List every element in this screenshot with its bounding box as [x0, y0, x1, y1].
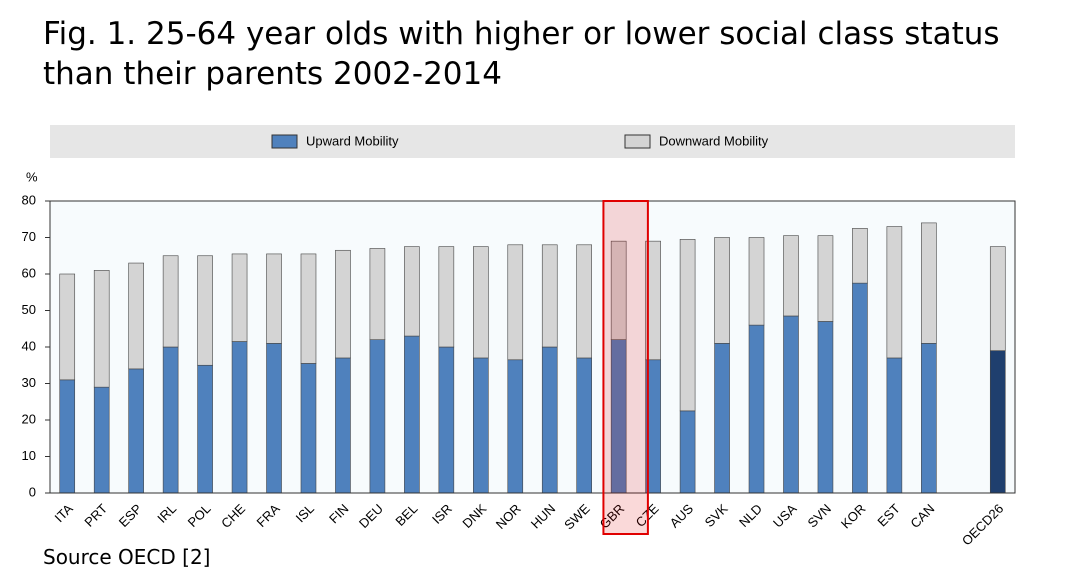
x-tick-label: PRT	[81, 501, 110, 530]
x-tick-label: NLD	[736, 501, 765, 530]
bar-segment	[438, 346, 455, 494]
source-note: Source OECD [2]	[43, 545, 211, 569]
x-tick-label: SVK	[702, 501, 731, 530]
legend-label: Upward Mobility	[306, 133, 399, 148]
bar-segment	[541, 244, 558, 348]
x-tick-label: AUS	[667, 501, 697, 531]
x-tick-label: HUN	[528, 501, 559, 532]
bar-segment	[59, 379, 76, 494]
bar-segment	[231, 253, 248, 342]
bar-segment	[128, 368, 144, 494]
bar-segment	[59, 273, 76, 381]
bar-segment	[817, 235, 834, 322]
bar-segment	[266, 343, 282, 494]
bar-segment	[714, 237, 730, 344]
legend-background	[50, 125, 1015, 158]
bar-segment	[817, 321, 834, 494]
bar-segment	[369, 248, 386, 340]
y-tick-label: 30	[22, 375, 36, 390]
x-tick-label: ESP	[116, 501, 145, 530]
x-tick-label: ISR	[429, 501, 455, 527]
x-tick-label: NOR	[493, 501, 524, 532]
bar-segment	[197, 255, 213, 366]
bar-segment	[576, 357, 592, 494]
bar-segment	[921, 222, 937, 344]
bar-segment	[197, 364, 213, 494]
x-tick-label: EST	[874, 501, 903, 530]
bar-segment	[783, 235, 799, 317]
bar-segment	[266, 253, 282, 344]
bar-segment	[679, 410, 696, 494]
plot-area	[49, 200, 1016, 494]
bar-segment	[93, 270, 110, 388]
bar-segment	[300, 363, 317, 494]
y-tick-label: 20	[22, 411, 36, 426]
x-tick-label: FRA	[254, 501, 283, 530]
bar-segment	[231, 341, 248, 494]
y-axis-label: %	[26, 169, 38, 184]
bar-segment	[989, 246, 1006, 351]
y-tick-label: 10	[22, 448, 36, 463]
bar-segment	[473, 357, 489, 494]
bar-segment	[852, 228, 868, 284]
x-tick-label: SVN	[804, 501, 834, 531]
y-tick-label: 50	[22, 302, 36, 317]
x-tick-label: BEL	[392, 501, 420, 529]
bar-segment	[300, 253, 317, 364]
y-tick-label: 80	[22, 192, 36, 207]
bar-segment	[748, 237, 765, 326]
bar-segment	[921, 343, 937, 494]
bar-segment	[335, 357, 351, 494]
x-tick-label: DEU	[356, 501, 386, 531]
bar-segment	[473, 246, 489, 359]
x-tick-label: DNK	[459, 501, 489, 531]
bar-segment	[886, 357, 903, 494]
bar-segment	[93, 386, 110, 494]
bar-segment	[369, 339, 386, 494]
legend-swatch	[271, 134, 298, 149]
bar-segment	[541, 346, 558, 494]
bar-segment	[162, 255, 179, 348]
bar-segment	[438, 246, 455, 348]
legend-label: Downward Mobility	[659, 133, 769, 148]
bar-segment	[128, 262, 144, 370]
bar-segment	[404, 246, 420, 337]
y-tick-label: 40	[22, 338, 36, 353]
bar-segment	[335, 249, 351, 359]
x-tick-label: ISL	[293, 501, 317, 525]
x-tick-label: SWE	[561, 501, 593, 533]
bar-segment	[852, 282, 868, 494]
x-tick-label: CAN	[907, 501, 937, 531]
x-tick-label: OECD26	[959, 501, 1006, 548]
y-tick-label: 0	[29, 484, 36, 499]
chart-title: Fig. 1. 25-64 year olds with higher or l…	[43, 16, 1000, 92]
bar-segment	[162, 346, 179, 494]
x-tick-label: KOR	[838, 501, 869, 532]
x-tick-label: USA	[770, 501, 800, 531]
y-tick-label: 60	[22, 265, 36, 280]
y-tick-label: 70	[22, 229, 36, 244]
bar-segment	[679, 239, 696, 412]
bar-segment	[610, 240, 627, 340]
x-tick-label: POL	[185, 501, 214, 530]
x-tick-label: FIN	[326, 501, 351, 526]
bar-segment	[714, 343, 730, 494]
bar-segment	[404, 335, 420, 494]
bar-segment	[886, 226, 903, 359]
bar-segment	[507, 359, 524, 494]
legend-swatch	[624, 134, 651, 149]
x-tick-label: IRL	[154, 501, 179, 526]
x-tick-label: CHE	[218, 501, 248, 531]
bar-segment	[748, 324, 765, 494]
bar-segment	[783, 315, 799, 494]
bar-segment	[645, 240, 661, 361]
highlight-box	[602, 200, 649, 535]
bar-segment	[507, 244, 524, 361]
bar-segment	[989, 350, 1006, 494]
bar-segment	[576, 244, 592, 359]
x-tick-label: ITA	[52, 501, 76, 525]
